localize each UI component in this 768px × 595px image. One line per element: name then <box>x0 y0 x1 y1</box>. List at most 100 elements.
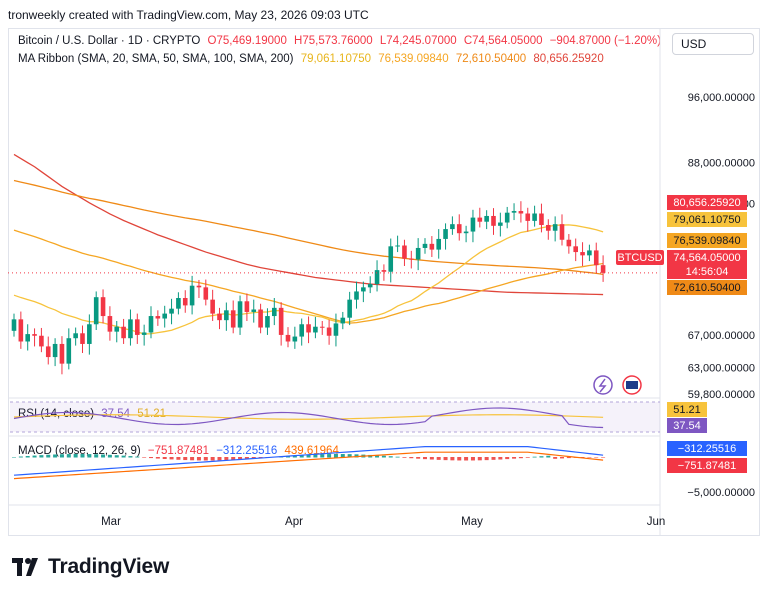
ohlc-high: H75,573.76000 <box>294 35 373 47</box>
rsi-axis-label: 51.21 <box>673 404 701 416</box>
candle-body <box>66 338 72 364</box>
candle-body <box>573 246 578 253</box>
price-axis-label-bg <box>667 195 747 210</box>
macd-histogram-bar <box>25 456 30 458</box>
macd-histogram-bar <box>66 454 71 458</box>
ma-value-20: 79,061.10750 <box>300 53 372 65</box>
y-tick-label: 67,000.00000 <box>688 330 755 342</box>
macd-histogram-bar <box>142 457 147 458</box>
price-axis-label-bg <box>667 250 747 265</box>
candle-body <box>251 309 257 312</box>
candle-body <box>504 212 510 223</box>
candle-body <box>141 332 147 335</box>
candle-body <box>381 270 387 272</box>
candle-body <box>155 316 161 319</box>
macd-histogram-bar <box>388 456 393 458</box>
candle-body <box>319 326 325 328</box>
macd-histogram-bar <box>423 457 427 460</box>
macd-histogram-bar <box>436 457 441 460</box>
macd-histogram-bar <box>190 457 195 461</box>
rsi-ma-value: 51.21 <box>137 408 166 420</box>
candle-body <box>39 335 44 347</box>
macd-histogram-bar <box>313 454 318 458</box>
candle-body <box>456 224 462 234</box>
macd-histogram-bar <box>409 457 414 459</box>
candle-body <box>73 333 78 339</box>
macd-histogram-bar <box>320 454 325 458</box>
ma-title: MA Ribbon (SMA, 20, SMA, 50, SMA, 100, S… <box>18 53 294 65</box>
candle-body <box>340 317 346 324</box>
ma-legend: MA Ribbon (SMA, 20, SMA, 50, SMA, 100, S… <box>18 53 608 65</box>
y-tick-label: 59,800.00000 <box>688 389 755 401</box>
macd-histogram-bar <box>101 454 106 458</box>
macd-histogram-bar <box>416 457 421 459</box>
candle-body <box>374 270 380 285</box>
macd-axis-label: −312.25516 <box>678 443 736 455</box>
macd-histogram-bar <box>46 454 51 458</box>
macd-legend: MACD (close, 12, 26, 9) −751.87481 −312.… <box>18 445 343 457</box>
candle-body <box>326 327 332 336</box>
symbol-tag-bg <box>616 250 664 265</box>
macd-histogram-bar <box>347 454 352 458</box>
macd-title: MACD (close, 12, 26, 9) <box>18 445 141 457</box>
candle-body <box>176 298 181 309</box>
candle-body <box>52 343 58 358</box>
price-axis-label: 80,656.25920 <box>673 197 740 209</box>
candle-body <box>128 319 133 339</box>
macd-histogram-bar <box>107 454 112 458</box>
candle-body <box>32 334 37 336</box>
candle-body <box>593 250 599 266</box>
candle-body <box>114 326 120 332</box>
macd-histogram-bar <box>450 457 455 461</box>
candle-body <box>566 239 572 247</box>
macd-histogram-bar <box>135 456 140 458</box>
candle-body <box>80 333 85 344</box>
macd-histogram-bar <box>546 455 551 458</box>
candle-body <box>189 285 195 306</box>
macd-histogram-bar <box>128 456 133 458</box>
candle-body <box>230 310 236 328</box>
sma50-line <box>13 229 604 324</box>
macd-histogram-bar <box>464 457 469 461</box>
candle-body <box>532 213 537 221</box>
y-tick-label: 96,000.00000 <box>688 92 755 104</box>
candle-body <box>100 297 106 317</box>
candle-body <box>525 213 531 221</box>
macd-histogram-bar <box>532 456 537 458</box>
macd-histogram-bar <box>327 454 332 458</box>
rsi-axis-label-bg <box>667 418 707 433</box>
sma100-line <box>13 179 604 275</box>
macd-axis-label-bg <box>667 441 747 456</box>
macd-histogram-bar <box>306 454 311 458</box>
candle-body <box>347 299 352 318</box>
macd-histogram-bar <box>12 457 16 458</box>
ohlc-low: L74,245.07000 <box>379 35 457 47</box>
macd-histogram-bar <box>580 457 585 458</box>
rsi-ma-line <box>13 414 604 420</box>
candle-body <box>361 287 366 292</box>
currency-selector[interactable]: USD <box>672 33 754 55</box>
tradingview-logo: TradingView <box>12 555 169 579</box>
y-tick-label: −5,000.00000 <box>687 487 755 499</box>
tv-logo-icon <box>12 558 38 576</box>
macd-histogram-bar <box>375 455 380 458</box>
ohlc-open: O75,469.19000 <box>207 35 287 47</box>
candle-body <box>210 299 215 314</box>
macd-axis-label: −751.87481 <box>678 460 736 472</box>
lightning-icon <box>593 375 613 395</box>
price-axis-label-bg <box>667 212 747 227</box>
macd-histogram-bar <box>354 454 359 458</box>
candle-body <box>498 222 503 226</box>
candle-body <box>278 307 284 335</box>
macd-histogram-bar <box>53 454 58 458</box>
macd-histogram-bar <box>505 457 510 460</box>
macd-histogram-bar <box>155 457 160 459</box>
candle-body <box>162 313 167 319</box>
macd-histogram-bar <box>183 457 188 461</box>
macd-histogram-bar <box>203 457 208 461</box>
rsi-band <box>10 402 660 432</box>
macd-histogram-bar <box>210 457 215 461</box>
candle-body <box>217 313 222 321</box>
price-change: −904.87000 (−1.20%) <box>549 35 661 47</box>
macd-histogram-bar <box>114 455 119 458</box>
